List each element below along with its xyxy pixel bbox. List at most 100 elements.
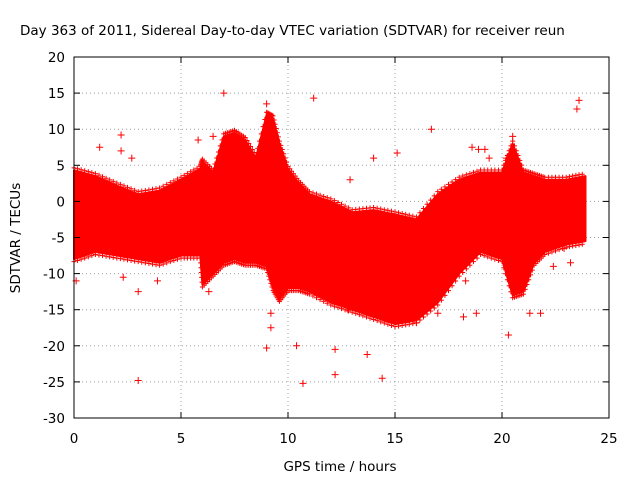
edge-lower-marker — [198, 260, 204, 266]
edge-upper-marker — [515, 153, 521, 159]
edge-lower-marker — [92, 251, 98, 257]
edge-lower-marker — [438, 297, 444, 303]
edge-upper-marker — [424, 201, 430, 207]
edge-upper-marker — [271, 117, 277, 123]
edge-upper-marker — [75, 166, 81, 172]
edge-upper-marker — [149, 186, 155, 192]
data-point-outlier — [504, 331, 512, 339]
edge-upper-marker — [511, 143, 517, 149]
edge-upper-marker — [517, 157, 523, 163]
edge-upper-marker — [275, 134, 281, 140]
edge-lower-marker — [78, 256, 84, 262]
edge-lower-marker — [149, 261, 155, 267]
edge-lower-marker — [495, 257, 501, 263]
edge-lower-marker — [508, 289, 514, 295]
edge-lower-marker — [467, 262, 473, 268]
edge-lower-marker — [442, 292, 448, 298]
edge-lower-marker — [306, 291, 312, 297]
edge-lower-marker — [266, 273, 272, 279]
edge-lower-marker — [132, 258, 138, 264]
edge-upper-marker — [324, 195, 330, 201]
edge-lower-marker — [435, 302, 441, 308]
data-point-outlier — [370, 154, 378, 162]
edge-lower-marker — [167, 259, 173, 265]
edge-upper-marker — [142, 187, 148, 193]
edge-upper-marker — [392, 209, 398, 215]
edge-upper-marker — [499, 167, 505, 173]
edge-upper-marker — [474, 168, 480, 174]
edge-lower-marker — [321, 298, 327, 304]
edge-lower-marker — [125, 257, 130, 263]
edge-upper-marker — [403, 211, 409, 217]
y-tick-label: -30 — [43, 411, 65, 427]
data-point-outlier — [459, 313, 467, 321]
edge-upper-marker — [378, 206, 384, 212]
edge-upper-marker — [342, 203, 348, 209]
edge-upper-marker — [463, 172, 469, 178]
data-point-outlier — [117, 147, 125, 155]
edge-upper-marker — [214, 155, 220, 161]
edge-lower-marker — [331, 303, 337, 309]
edge-lower-marker — [314, 295, 320, 301]
edge-upper-marker — [317, 192, 323, 198]
edge-lower-marker — [545, 250, 551, 256]
edge-upper-marker — [335, 199, 341, 205]
edge-upper-marker — [135, 189, 141, 195]
edge-lower-marker — [117, 256, 123, 262]
edge-upper-marker — [346, 205, 352, 211]
edge-lower-marker — [453, 278, 459, 284]
edge-lower-marker — [197, 255, 203, 261]
edge-lower-marker — [421, 314, 427, 320]
edge-lower-marker — [470, 259, 476, 265]
edge-lower-marker — [385, 321, 391, 327]
edge-upper-marker — [157, 185, 163, 191]
edge-lower-marker — [488, 255, 494, 261]
edge-upper-marker — [125, 184, 130, 190]
edge-lower-marker — [100, 253, 106, 259]
edge-lower-marker — [339, 306, 344, 312]
data-point-outlier — [263, 344, 271, 352]
edge-lower-marker — [335, 304, 341, 310]
edge-lower-marker — [110, 254, 116, 260]
edge-upper-marker — [110, 178, 116, 184]
y-tick-label: -25 — [43, 375, 65, 391]
edge-upper-marker — [281, 151, 287, 157]
edge-upper-marker — [164, 181, 170, 187]
data-point-outlier — [299, 379, 307, 387]
edge-upper-marker — [399, 211, 405, 217]
edge-lower-marker — [549, 249, 555, 255]
data-point-outlier — [134, 376, 142, 384]
edge-upper-marker — [160, 183, 166, 189]
edge-lower-marker — [573, 242, 579, 248]
edge-lower-marker — [310, 293, 316, 299]
edge-lower-marker — [142, 260, 148, 266]
edge-upper-marker — [121, 183, 127, 189]
y-tick-label: 0 — [56, 194, 65, 210]
x-tick-label: 0 — [70, 431, 79, 447]
edge-upper-marker — [248, 144, 254, 150]
edge-upper-marker — [82, 168, 88, 174]
edge-upper-marker — [456, 174, 462, 180]
data-point-outlier — [267, 309, 275, 317]
edge-upper-marker — [274, 130, 280, 136]
x-tick-label: 5 — [177, 431, 186, 447]
edge-upper-marker — [167, 180, 173, 186]
edge-lower-marker — [378, 319, 384, 325]
edge-lower-marker — [522, 286, 528, 292]
edge-upper-marker — [306, 189, 312, 195]
data-point-outlier — [537, 309, 545, 317]
y-tick-label: -15 — [43, 303, 65, 319]
edge-upper-marker — [513, 148, 519, 154]
edge-lower-marker — [478, 251, 484, 257]
edge-lower-marker — [399, 322, 405, 328]
y-tick-label: 10 — [48, 122, 65, 138]
y-axis-label: SDTVAR / TECUs — [8, 183, 24, 293]
x-tick-label: 15 — [386, 431, 403, 447]
edge-upper-marker — [282, 155, 288, 161]
edge-lower-marker — [360, 313, 366, 319]
data-point-outlier — [566, 259, 574, 267]
edge-lower-marker — [128, 257, 134, 263]
data-point-outlier — [117, 131, 125, 139]
edge-lower-marker — [371, 316, 377, 322]
edge-upper-marker — [132, 187, 138, 193]
